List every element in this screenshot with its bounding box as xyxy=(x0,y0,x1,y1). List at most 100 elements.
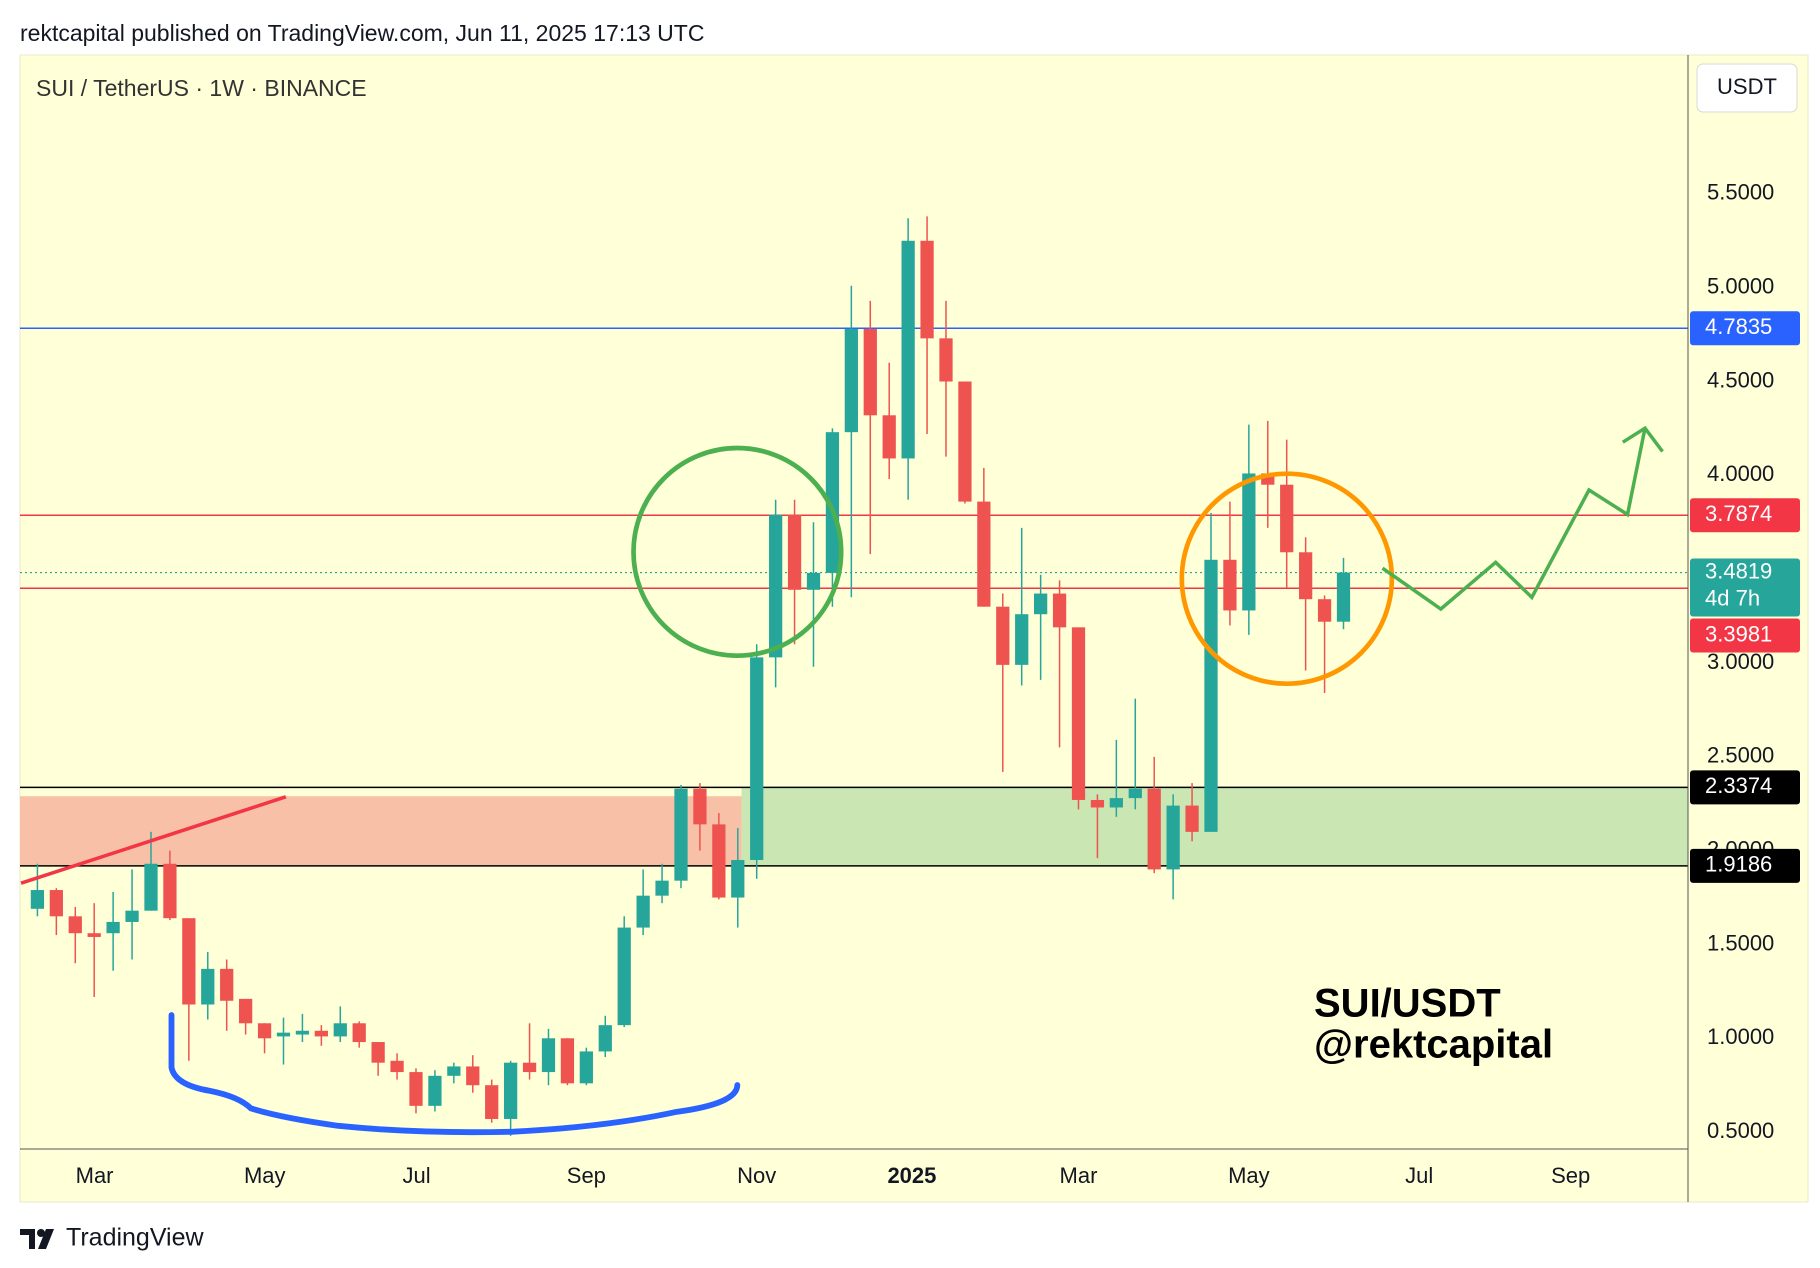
candle-body xyxy=(674,788,688,881)
footer: TradingView xyxy=(66,1224,205,1252)
candle-body xyxy=(1242,473,1256,611)
price-label-box xyxy=(1690,558,1800,617)
candle-body xyxy=(1034,593,1048,615)
candle-body xyxy=(769,514,783,658)
drawings xyxy=(20,425,1664,1136)
candle-body xyxy=(560,1038,575,1084)
candle-body xyxy=(106,921,120,934)
candle-body xyxy=(428,1075,442,1106)
x-tick-label: Mar xyxy=(1060,1163,1098,1188)
candle-body xyxy=(409,1072,423,1106)
candle-body xyxy=(466,1066,480,1086)
candle-body xyxy=(1071,627,1086,800)
candle-body xyxy=(49,890,63,917)
candle-body xyxy=(806,572,821,590)
price-label-box xyxy=(1690,848,1800,883)
y-tick-label: 2.5000 xyxy=(1707,743,1774,768)
candle-body xyxy=(163,863,177,919)
candle-body xyxy=(787,514,802,590)
orange-circle xyxy=(1179,471,1395,687)
price-label-box xyxy=(1690,498,1800,533)
candle-body xyxy=(239,998,253,1024)
candle-body xyxy=(1109,798,1123,808)
candle-body xyxy=(201,968,215,1005)
candle-body xyxy=(1015,614,1029,665)
y-tick-label: 1.0000 xyxy=(1707,1024,1774,1049)
x-tick-label: Sep xyxy=(1551,1163,1590,1188)
green-circle xyxy=(631,445,844,659)
candle-body xyxy=(958,381,972,502)
price-label: 3.4819 xyxy=(1705,558,1772,583)
annotation: SUI/USDT xyxy=(1314,982,1501,1026)
price-label-box xyxy=(1690,770,1800,805)
candle-body xyxy=(825,432,840,573)
price-label: 1.9186 xyxy=(1705,852,1772,877)
candle-body xyxy=(655,880,669,896)
candle-body xyxy=(996,606,1010,665)
candle-body xyxy=(220,968,234,1001)
candle-body xyxy=(977,501,991,607)
header: rektcapital published on TradingView.com… xyxy=(20,20,704,46)
candle-body xyxy=(1185,805,1199,832)
candle-body xyxy=(939,338,953,382)
candle-body xyxy=(693,788,707,825)
candle-body xyxy=(1166,805,1180,870)
candle-body xyxy=(144,863,158,911)
candle-body xyxy=(636,895,650,928)
price-label: 3.3981 xyxy=(1705,621,1772,646)
candle-body xyxy=(1147,788,1161,870)
candle-body xyxy=(87,933,101,937)
y-tick-label: 3.0000 xyxy=(1707,649,1774,674)
candle-body xyxy=(579,1051,593,1084)
candle-body xyxy=(68,916,82,934)
candle-body xyxy=(352,1023,366,1043)
candle-body xyxy=(276,1032,291,1037)
candle-body xyxy=(1090,799,1105,808)
plot-area xyxy=(20,216,1688,1136)
x-tick-label: Jul xyxy=(402,1163,430,1188)
projection-path xyxy=(1381,427,1647,612)
x-tick-label: May xyxy=(1228,1163,1270,1188)
x-tick-label: Jul xyxy=(1405,1163,1433,1188)
candle-body xyxy=(30,890,45,909)
y-tick-label: 4.5000 xyxy=(1707,367,1774,392)
candle-body xyxy=(617,927,631,1026)
candle-body xyxy=(901,240,915,459)
x-tick-label: Mar xyxy=(76,1163,114,1188)
y-tick-label: 5.5000 xyxy=(1707,180,1774,205)
tradingview-logo xyxy=(20,1229,54,1249)
candle-body xyxy=(920,240,934,339)
candle-body xyxy=(314,1030,328,1037)
x-tick-label: Sep xyxy=(567,1163,606,1188)
candle-body xyxy=(1280,484,1294,553)
candle-body xyxy=(485,1085,499,1119)
chart-title: SUI / TetherUS · 1W · BINANCE xyxy=(36,75,367,101)
candle-body xyxy=(1317,599,1332,622)
candle-body xyxy=(1299,552,1313,600)
candle-body xyxy=(333,1023,347,1037)
candle-body xyxy=(882,415,896,459)
arrow-head xyxy=(1621,425,1664,453)
candle-body xyxy=(504,1062,518,1119)
candle-body xyxy=(1223,559,1237,611)
candle-body xyxy=(1261,473,1275,485)
y-tick-label: 5.0000 xyxy=(1707,273,1774,298)
bracket xyxy=(168,1012,741,1136)
countdown: 4d 7h xyxy=(1705,585,1760,610)
candle-body xyxy=(731,860,745,898)
candle-body xyxy=(863,328,877,416)
currency-box[interactable] xyxy=(1696,63,1798,113)
candle-body xyxy=(125,910,139,922)
y-tick-label: 0.5000 xyxy=(1707,1118,1774,1143)
candle-body xyxy=(598,1025,612,1052)
candle-body xyxy=(1052,593,1067,628)
candle-body xyxy=(541,1038,556,1073)
x-tick-label: 2025 xyxy=(887,1163,936,1188)
price-label-box xyxy=(1690,311,1800,346)
candle-body xyxy=(295,1030,310,1035)
candle-body xyxy=(182,918,196,1005)
currency[interactable]: USDT xyxy=(1717,74,1777,99)
y-tick-label: 1.5000 xyxy=(1707,930,1774,955)
